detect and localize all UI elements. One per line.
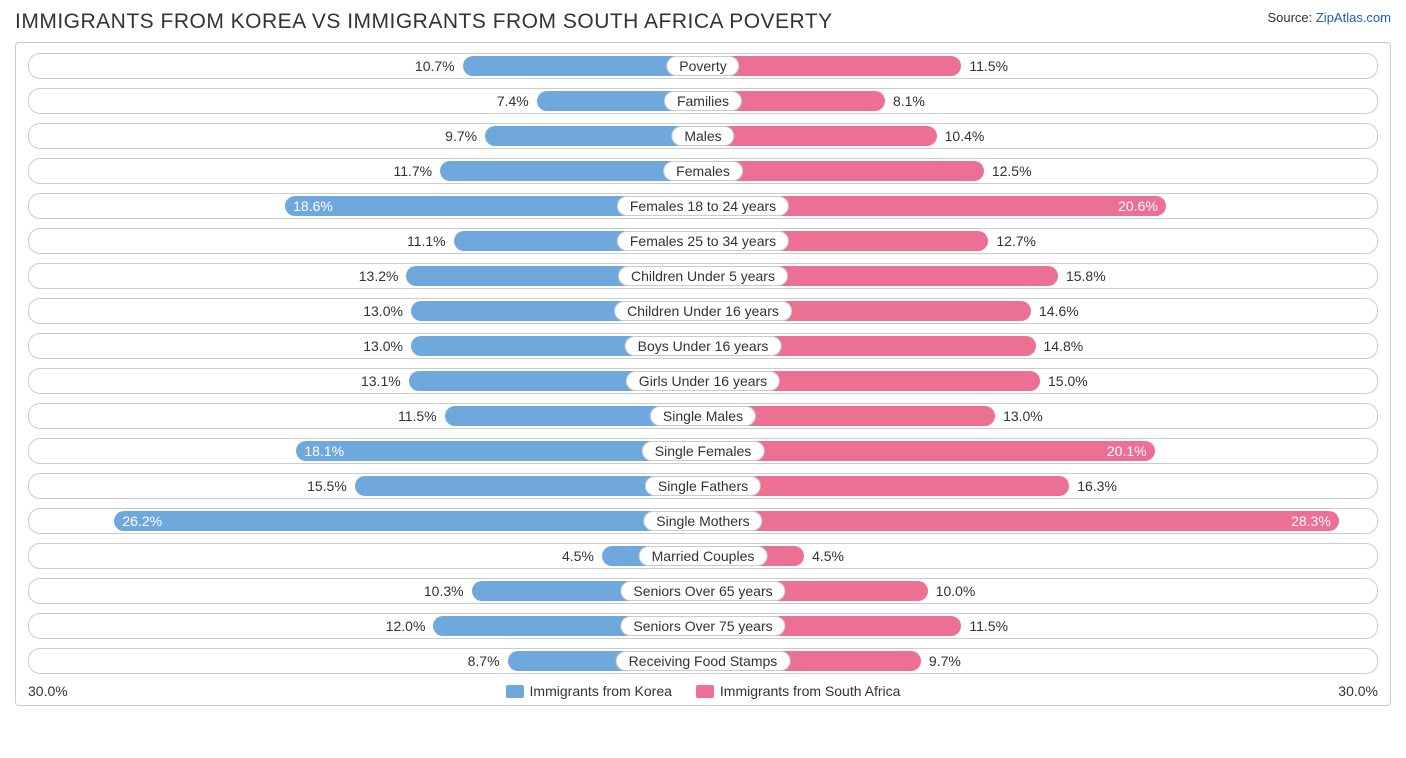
bar-row: 10.3% 10.0% Seniors Over 65 years bbox=[28, 578, 1378, 604]
legend: Immigrants from Korea Immigrants from So… bbox=[506, 683, 901, 699]
right-value-label: 11.5% bbox=[969, 614, 1008, 638]
category-label: Seniors Over 65 years bbox=[620, 581, 785, 601]
source-prefix: Source: bbox=[1267, 10, 1315, 25]
bar-row: 10.7% 11.5% Poverty bbox=[28, 53, 1378, 79]
right-value-label: 10.0% bbox=[936, 579, 976, 603]
bar-row: 8.7% 9.7% Receiving Food Stamps bbox=[28, 648, 1378, 674]
left-value-label: 13.2% bbox=[359, 264, 399, 288]
category-label: Females bbox=[663, 161, 743, 181]
left-value-label: 11.7% bbox=[393, 159, 432, 183]
left-value-label: 13.0% bbox=[363, 334, 403, 358]
category-label: Seniors Over 75 years bbox=[620, 616, 785, 636]
category-label: Married Couples bbox=[639, 546, 768, 566]
bar-row: 13.2% 15.8% Children Under 5 years bbox=[28, 263, 1378, 289]
bar-right: 20.1% bbox=[703, 441, 1155, 461]
left-value-label: 4.5% bbox=[562, 544, 594, 568]
axis-max-left: 30.0% bbox=[28, 683, 68, 699]
left-value-label: 7.4% bbox=[497, 89, 529, 113]
category-label: Receiving Food Stamps bbox=[616, 651, 791, 671]
bar-row: 4.5% 4.5% Married Couples bbox=[28, 543, 1378, 569]
bar-row: 15.5% 16.3% Single Fathers bbox=[28, 473, 1378, 499]
bar-row: 18.6% 20.6% Females 18 to 24 years bbox=[28, 193, 1378, 219]
left-value-label: 12.0% bbox=[386, 614, 426, 638]
right-value-label: 12.5% bbox=[992, 159, 1032, 183]
legend-swatch-left bbox=[506, 685, 524, 698]
category-label: Females 25 to 34 years bbox=[617, 231, 789, 251]
bar-right bbox=[703, 161, 984, 181]
legend-item-left: Immigrants from Korea bbox=[506, 683, 672, 699]
right-value-label: 11.5% bbox=[969, 54, 1008, 78]
bar-left bbox=[485, 126, 703, 146]
legend-item-right: Immigrants from South Africa bbox=[696, 683, 901, 699]
right-value-label: 4.5% bbox=[812, 544, 844, 568]
left-value-label: 13.1% bbox=[361, 369, 401, 393]
header: IMMIGRANTS FROM KOREA VS IMMIGRANTS FROM… bbox=[15, 10, 1391, 34]
category-label: Girls Under 16 years bbox=[626, 371, 780, 391]
right-value-label: 9.7% bbox=[929, 649, 961, 673]
right-value-label: 14.8% bbox=[1044, 334, 1084, 358]
legend-label-right: Immigrants from South Africa bbox=[720, 683, 901, 699]
bar-row: 11.7% 12.5% Females bbox=[28, 158, 1378, 184]
bar-row: 26.2% 28.3% Single Mothers bbox=[28, 508, 1378, 534]
right-value-label: 28.3% bbox=[1283, 513, 1339, 529]
right-value-label: 10.4% bbox=[945, 124, 985, 148]
left-value-label: 11.1% bbox=[407, 229, 446, 253]
category-label: Children Under 16 years bbox=[614, 301, 792, 321]
left-value-label: 13.0% bbox=[363, 299, 403, 323]
category-label: Males bbox=[671, 126, 734, 146]
bar-row: 9.7% 10.4% Males bbox=[28, 123, 1378, 149]
left-value-label: 26.2% bbox=[114, 513, 170, 529]
right-value-label: 14.6% bbox=[1039, 299, 1079, 323]
left-value-label: 15.5% bbox=[307, 474, 347, 498]
bar-row: 12.0% 11.5% Seniors Over 75 years bbox=[28, 613, 1378, 639]
page-title: IMMIGRANTS FROM KOREA VS IMMIGRANTS FROM… bbox=[15, 10, 833, 34]
bar-row: 13.0% 14.8% Boys Under 16 years bbox=[28, 333, 1378, 359]
left-value-label: 11.5% bbox=[398, 404, 437, 428]
right-value-label: 16.3% bbox=[1077, 474, 1117, 498]
right-value-label: 12.7% bbox=[996, 229, 1036, 253]
category-label: Single Mothers bbox=[643, 511, 762, 531]
bar-row: 11.1% 12.7% Females 25 to 34 years bbox=[28, 228, 1378, 254]
right-value-label: 20.6% bbox=[1110, 198, 1166, 214]
bar-row: 11.5% 13.0% Single Males bbox=[28, 403, 1378, 429]
right-value-label: 13.0% bbox=[1003, 404, 1043, 428]
axis-row: 30.0% Immigrants from Korea Immigrants f… bbox=[28, 683, 1378, 699]
rows-container: 10.7% 11.5% Poverty 7.4% 8.1% Families 9.7% 10.… bbox=[28, 53, 1378, 674]
category-label: Poverty bbox=[666, 56, 739, 76]
bar-right bbox=[703, 126, 937, 146]
category-label: Families bbox=[664, 91, 742, 111]
right-value-label: 15.8% bbox=[1066, 264, 1106, 288]
legend-label-left: Immigrants from Korea bbox=[530, 683, 672, 699]
bar-row: 18.1% 20.1% Single Females bbox=[28, 438, 1378, 464]
category-label: Boys Under 16 years bbox=[625, 336, 782, 356]
source-link[interactable]: ZipAtlas.com bbox=[1316, 10, 1391, 25]
right-value-label: 15.0% bbox=[1048, 369, 1088, 393]
bar-row: 7.4% 8.1% Families bbox=[28, 88, 1378, 114]
bar-row: 13.0% 14.6% Children Under 16 years bbox=[28, 298, 1378, 324]
bar-right: 28.3% bbox=[703, 511, 1339, 531]
category-label: Females 18 to 24 years bbox=[617, 196, 789, 216]
bar-left: 26.2% bbox=[114, 511, 703, 531]
left-value-label: 18.1% bbox=[296, 443, 352, 459]
left-value-label: 8.7% bbox=[468, 649, 500, 673]
category-label: Single Fathers bbox=[645, 476, 761, 496]
right-value-label: 8.1% bbox=[893, 89, 925, 113]
right-value-label: 20.1% bbox=[1099, 443, 1155, 459]
source-attribution: Source: ZipAtlas.com bbox=[1267, 10, 1391, 25]
diverging-bar-chart: 10.7% 11.5% Poverty 7.4% 8.1% Families 9.7% 10.… bbox=[15, 42, 1391, 706]
category-label: Single Females bbox=[642, 441, 765, 461]
bar-right bbox=[703, 56, 961, 76]
left-value-label: 9.7% bbox=[445, 124, 477, 148]
left-value-label: 10.3% bbox=[424, 579, 464, 603]
category-label: Single Males bbox=[650, 406, 756, 426]
left-value-label: 10.7% bbox=[415, 54, 455, 78]
category-label: Children Under 5 years bbox=[618, 266, 788, 286]
left-value-label: 18.6% bbox=[285, 198, 341, 214]
bar-row: 13.1% 15.0% Girls Under 16 years bbox=[28, 368, 1378, 394]
legend-swatch-right bbox=[696, 685, 714, 698]
axis-max-right: 30.0% bbox=[1338, 683, 1378, 699]
